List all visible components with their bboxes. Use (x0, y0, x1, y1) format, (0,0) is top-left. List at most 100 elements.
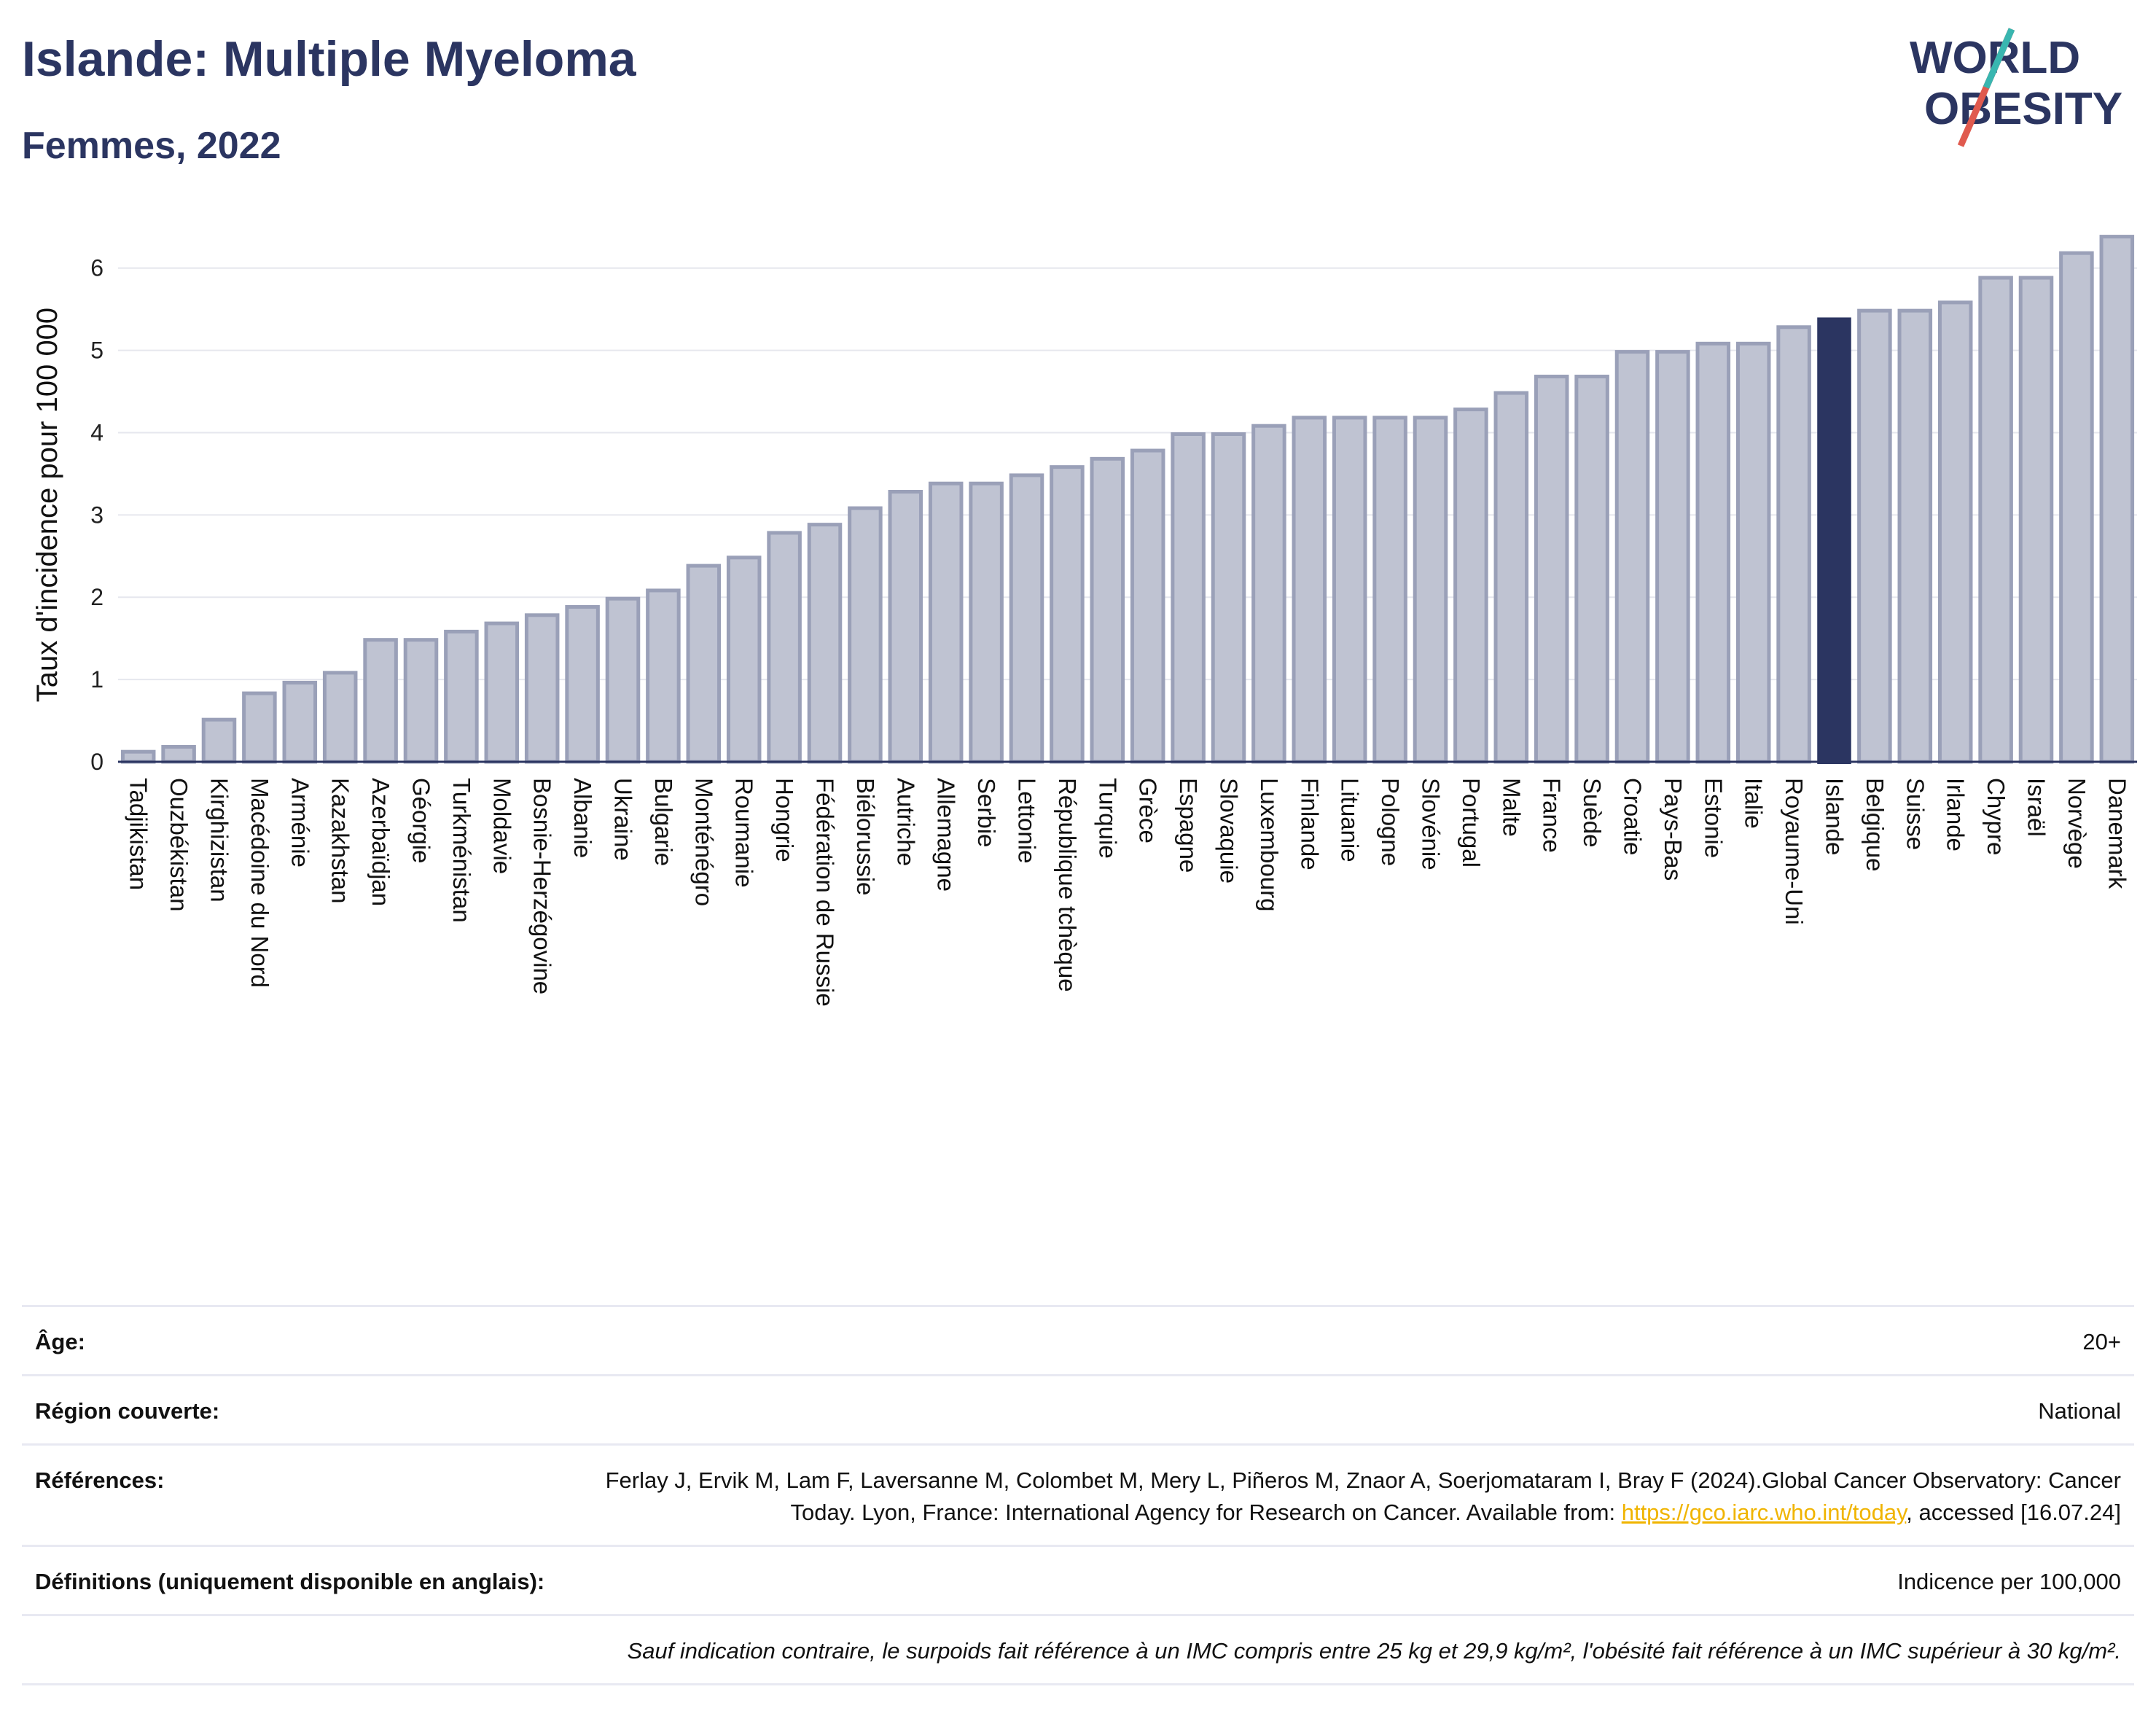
bar (1574, 374, 1609, 764)
bar (1009, 473, 1044, 764)
bar (1372, 416, 1407, 764)
x-tick-label: Azerbaïdjan (367, 778, 394, 906)
x-tick-label: Turquie (1094, 778, 1121, 859)
y-tick-label: 6 (90, 255, 103, 281)
y-tick-label: 5 (90, 338, 103, 364)
bar (1655, 350, 1690, 764)
x-tick-label: Irlande (1942, 778, 1969, 851)
references-link[interactable]: https://gco.iarc.who.int/today (1621, 1500, 1907, 1525)
age-label: Âge: (35, 1329, 85, 1354)
bar (1897, 308, 1933, 764)
bar (1211, 432, 1246, 764)
x-tick-label: Suisse (1902, 778, 1929, 850)
x-tick-label: Israël (2023, 778, 2050, 837)
bar (403, 638, 439, 764)
x-tick-label: Serbie (973, 778, 1000, 847)
age-value: 20+ (2082, 1329, 2121, 1354)
bar (120, 749, 156, 764)
x-tick-label: Arménie (286, 778, 313, 868)
y-tick-label: 4 (90, 419, 103, 445)
x-tick-labels: Tadjikistan Ouzbékistan Kirghizistan Macédo… (125, 778, 2131, 1007)
bars (120, 235, 2135, 764)
bar (1453, 408, 1488, 764)
references-text: Ferlay J, Ervik M, Lam F, Laversanne M, … (605, 1467, 2121, 1525)
x-tick-label: Malte (1498, 778, 1525, 837)
x-tick-label: Moldavie (488, 778, 515, 874)
definitions-label: Définitions (uniquement disponible en an… (35, 1569, 545, 1594)
bar (161, 744, 196, 764)
x-tick-label: Bulgarie (650, 778, 677, 866)
bar (1332, 416, 1367, 764)
bar (969, 481, 1004, 764)
footnote-text: Sauf indication contraire, le surpoids f… (627, 1638, 2121, 1664)
bar (605, 596, 641, 764)
bar (1614, 350, 1650, 764)
bar (484, 621, 520, 764)
x-tick-label: Kazakhstan (327, 778, 354, 903)
logo-slash-teal (1983, 28, 2015, 89)
y-tick-label: 1 (90, 666, 103, 693)
info-row-definitions: Définitions (uniquement disponible en an… (22, 1547, 2134, 1616)
bar (2059, 251, 2094, 764)
info-row-age: Âge: 20+ (22, 1307, 2134, 1376)
x-tick-label: Croatie (1620, 778, 1647, 855)
bar-chart: 0 1 2 3 4 5 6 Tadjikistan Ouzbékistan Kirghizist… (31, 235, 2137, 1007)
x-tick-label: Lettonie (1014, 778, 1041, 863)
x-tick-label: Bosnie-Herzégovine (529, 778, 556, 994)
x-tick-label: Luxembourg (1256, 778, 1283, 911)
x-tick-label: Roumanie (731, 778, 758, 887)
chart-title: Islande: Multiple Myeloma (22, 31, 636, 87)
y-tick-label: 0 (90, 749, 103, 775)
x-tick-label: Danemark (2104, 778, 2130, 889)
references-label: Références: (35, 1467, 165, 1493)
bar (686, 564, 722, 764)
bar (282, 680, 318, 764)
x-tick-label: Royaume-Uni (1781, 778, 1808, 925)
bar (2018, 276, 2054, 764)
x-tick-label: Islande (1821, 778, 1848, 855)
bar (646, 588, 681, 764)
x-tick-label: Monténégro (690, 778, 717, 906)
x-tick-label: Norvège (2063, 778, 2090, 869)
bar (524, 613, 560, 764)
x-tick-label: Albanie (569, 778, 596, 858)
bar (1130, 448, 1165, 764)
y-axis-label: Taux d'incidence pour 100 000 (31, 308, 63, 702)
x-tick-label: Belgique (1862, 778, 1889, 871)
x-tick-label: Biélorussie (852, 778, 879, 895)
x-tick-label: France (1539, 778, 1566, 853)
info-row-region: Région couverte: National (22, 1376, 2134, 1446)
bar (888, 490, 923, 764)
x-tick-label: Kirghizistan (206, 778, 233, 902)
x-tick-label: Pologne (1377, 778, 1404, 866)
bar (1251, 424, 1286, 764)
chart-subtitle: Femmes, 2022 (22, 125, 281, 167)
x-tick-label: Fédération de Russie (812, 778, 839, 1007)
x-tick-label: Lituanie (1337, 778, 1364, 862)
x-tick-label: Suède (1579, 778, 1606, 847)
y-tick-label: 2 (90, 584, 103, 610)
region-label: Région couverte: (35, 1398, 220, 1424)
x-tick-label: Estonie (1700, 778, 1727, 858)
x-tick-label: Turkménistan (448, 778, 475, 923)
x-tick-label: Pays-Bas (1660, 778, 1687, 881)
bar (1493, 391, 1529, 764)
x-tick-label: Portugal (1458, 778, 1485, 868)
x-tick-label: Slovénie (1418, 778, 1445, 870)
bar (1776, 325, 1811, 764)
bar (767, 531, 802, 764)
bar (1292, 416, 1327, 764)
x-tick-label: Grèce (1135, 778, 1162, 843)
bar (1090, 456, 1125, 764)
x-tick-label: Allemagne (933, 778, 960, 892)
x-tick-label: Ouzbékistan (165, 778, 192, 911)
bar (726, 555, 762, 764)
info-row-footnote: Sauf indication contraire, le surpoids f… (22, 1616, 2134, 1685)
x-tick-label: Ukraine (610, 778, 637, 861)
references-value: Ferlay J, Ervik M, Lam F, Laversanne M, … (545, 1465, 2121, 1529)
x-tick-label: Italie (1741, 778, 1768, 829)
bar (1937, 300, 1973, 764)
bar-highlight (1817, 317, 1851, 764)
references-tail: , accessed [16.07.24] (1906, 1500, 2121, 1525)
bar (1171, 432, 1206, 764)
